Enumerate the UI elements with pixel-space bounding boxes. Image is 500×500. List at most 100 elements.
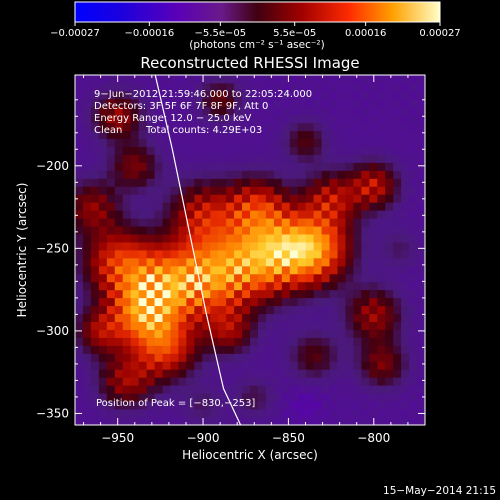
heatmap-cell [170, 98, 179, 108]
heatmap-cell [146, 202, 155, 211]
heatmap-cell [250, 130, 259, 140]
heatmap-cell [90, 218, 100, 227]
heatmap-cell [313, 361, 322, 370]
heatmap-cell [377, 106, 386, 116]
heatmap-cell [130, 130, 140, 140]
heatmap-cell [234, 273, 243, 283]
heatmap-cell [289, 218, 299, 227]
heatmap-cell [114, 289, 124, 299]
heatmap-cell [409, 226, 418, 235]
heatmap-cell [393, 178, 402, 187]
heatmap-cell [289, 281, 299, 291]
heatmap-cell [210, 202, 219, 211]
heatmap-cell [242, 409, 251, 418]
heatmap-cell [154, 186, 163, 195]
heatmap-cell [409, 90, 418, 100]
heatmap-cell [281, 401, 291, 410]
heatmap-cell [226, 305, 235, 315]
heatmap-cell [393, 409, 402, 418]
heatmap-cell [114, 178, 124, 187]
heatmap-cell [377, 75, 386, 84]
heatmap-cell [401, 106, 410, 116]
heatmap-cell [178, 202, 187, 211]
heatmap-cell [329, 186, 338, 195]
heatmap-cell [393, 234, 402, 243]
heatmap-cell [250, 242, 259, 251]
heatmap-cell [75, 242, 84, 251]
heatmap-cell [226, 393, 235, 402]
heatmap-cell [186, 242, 195, 251]
heatmap-cell [281, 114, 291, 124]
x-axis-label: Heliocentric X (arcsec) [182, 448, 318, 462]
heatmap-cell [82, 409, 92, 418]
heatmap-cell [186, 289, 195, 299]
heatmap-cell [98, 218, 108, 227]
heatmap-cell [273, 401, 283, 410]
heatmap-cell [313, 385, 322, 394]
heatmap-cell [75, 321, 84, 330]
heatmap-cell [98, 138, 108, 147]
heatmap-cell [90, 273, 100, 283]
heatmap-cell [202, 409, 211, 418]
heatmap-cell [409, 186, 418, 195]
heatmap-cell [226, 178, 235, 187]
heatmap-cell [98, 226, 108, 235]
heatmap-cell [337, 82, 346, 92]
heatmap-cell [353, 178, 362, 187]
heatmap-cell [345, 82, 354, 92]
heatmap-cell [90, 75, 100, 84]
heatmap-cell [353, 377, 362, 386]
heatmap-cell [321, 353, 330, 362]
heatmap-cell [170, 297, 179, 307]
heatmap-cell [146, 82, 155, 92]
heatmap-cell [337, 146, 346, 155]
heatmap-cell [289, 369, 299, 378]
heatmap-cell [417, 321, 425, 330]
heatmap-cell [146, 210, 155, 219]
heatmap-cell [138, 329, 147, 338]
heatmap-cell [210, 377, 219, 386]
heatmap-cell [186, 257, 195, 267]
heatmap-cell [329, 242, 338, 251]
heatmap-cell [393, 393, 402, 402]
heatmap-cell [194, 369, 203, 378]
heatmap-cell [170, 90, 179, 100]
heatmap-cell [162, 82, 171, 92]
heatmap-cell [154, 377, 163, 386]
heatmap-cell [162, 106, 171, 116]
heatmap-cell [186, 90, 195, 100]
heatmap-cell [337, 401, 346, 410]
heatmap-cell [210, 250, 219, 259]
heatmap-cell [75, 345, 84, 354]
heatmap-cell [401, 138, 410, 147]
heatmap-cell [82, 130, 92, 140]
heatmap-cell [369, 281, 378, 291]
heatmap-cell [337, 273, 346, 283]
chart-title: Reconstructed RHESSI Image [140, 54, 359, 72]
heatmap-cell [257, 154, 267, 163]
heatmap-cell [82, 329, 92, 338]
heatmap-cell [162, 409, 171, 418]
heatmap-cell [226, 122, 235, 132]
heatmap-cell [170, 265, 179, 275]
heatmap-cell [186, 226, 195, 235]
heatmap-cell [273, 321, 283, 330]
heatmap-cell [297, 289, 307, 299]
annotation-counts: Total counts: 4.29E+03 [145, 125, 262, 136]
heatmap-cell [178, 417, 187, 425]
heatmap-cell [257, 162, 267, 171]
heatmap-cell [257, 178, 267, 187]
heatmap-cell [218, 321, 227, 330]
heatmap-cell [289, 122, 299, 132]
heatmap-cell [154, 242, 163, 251]
heatmap-cell [409, 242, 418, 251]
heatmap-cell [130, 265, 140, 275]
heatmap-cell [114, 281, 124, 291]
heatmap-cell [289, 242, 299, 251]
heatmap-cell [377, 226, 386, 235]
heatmap-cell [226, 82, 235, 92]
heatmap-cell [90, 122, 100, 132]
heatmap-cell [377, 385, 386, 394]
heatmap-cell [178, 353, 187, 362]
heatmap-cell [218, 218, 227, 227]
